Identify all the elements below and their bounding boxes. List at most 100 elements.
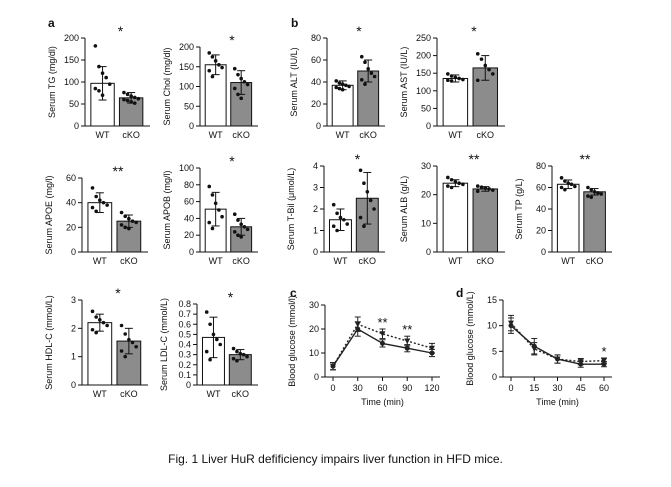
data-point xyxy=(337,81,342,85)
chart-6: 0 20 40 60 80 100 Serum APOB (mg/l) WT cKO * xyxy=(162,153,258,266)
y-tick-label: 0 xyxy=(186,380,191,390)
data-point xyxy=(483,63,488,68)
data-point xyxy=(101,320,106,325)
data-point xyxy=(235,349,239,354)
data-point xyxy=(449,79,454,83)
data-point xyxy=(337,86,342,91)
data-point xyxy=(372,207,376,211)
x-tick-label: 120 xyxy=(424,383,439,393)
data-point xyxy=(236,92,240,97)
y-tick-label: 0 xyxy=(316,121,321,131)
x-tick-label: WT xyxy=(336,130,350,140)
data-point xyxy=(239,76,243,81)
chart-3: 0 20 40 60 80 Serum ALT (IU/L) WT cKO * xyxy=(289,23,385,140)
y-tick-label: 3 xyxy=(71,295,76,305)
x-tick-label: 60 xyxy=(377,383,387,393)
y-tick-label: 0 xyxy=(313,247,318,257)
data-point xyxy=(487,187,491,191)
data-point xyxy=(217,208,221,212)
y-tick-label: 0.1 xyxy=(178,370,191,380)
x-tick-label: cKO xyxy=(586,256,604,266)
data-point xyxy=(599,192,604,196)
bar-cko xyxy=(583,191,606,253)
data-point xyxy=(207,51,212,55)
y-tick-label: 1 xyxy=(71,352,76,362)
data-point xyxy=(359,78,364,82)
data-point xyxy=(94,209,98,214)
significance-mark: * xyxy=(471,23,477,39)
bar-wt xyxy=(556,183,580,253)
x-axis-label: Time (min) xyxy=(361,397,404,407)
data-point xyxy=(119,349,124,353)
data-point xyxy=(98,198,102,202)
data-point xyxy=(475,52,480,56)
x-tick-label: cKO xyxy=(122,130,140,140)
y-tick-label: 80 xyxy=(184,180,194,190)
data-point xyxy=(130,219,135,223)
y-tick-label: 40 xyxy=(184,213,194,223)
y-tick-label: 60 xyxy=(311,55,321,65)
significance-mark: ** xyxy=(377,315,387,330)
x-tick-label: 45 xyxy=(576,383,586,393)
y-axis-label: Serum TG (mg/dl) xyxy=(47,46,57,118)
data-point xyxy=(132,95,137,100)
y-tick-label: 200 xyxy=(179,42,194,52)
data-point xyxy=(479,185,484,190)
y-tick-label: 50 xyxy=(184,101,194,111)
y-tick-label: 200 xyxy=(416,51,431,61)
data-point xyxy=(491,72,495,76)
x-tick-label: cKO xyxy=(232,256,250,266)
data-point xyxy=(238,351,243,356)
significance-mark: * xyxy=(229,153,235,169)
x-tick-label: 15 xyxy=(529,383,539,393)
x-tick-label: WT xyxy=(448,256,462,266)
x-tick-label: 30 xyxy=(552,383,562,393)
data-point xyxy=(363,82,367,86)
y-axis-label: Serum ALT (IU/L) xyxy=(289,47,299,116)
data-point xyxy=(245,354,249,359)
data-point xyxy=(596,191,600,195)
data-point xyxy=(134,220,138,225)
data-point xyxy=(340,87,345,92)
data-point xyxy=(446,72,450,76)
y-tick-label: 20 xyxy=(311,99,321,109)
y-tick-label: 100 xyxy=(64,77,79,87)
data-point xyxy=(449,185,454,190)
data-point xyxy=(207,220,212,225)
y-axis-label: Serum ALB (g/L) xyxy=(399,176,409,243)
data-point xyxy=(239,96,243,101)
x-tick-label: WT xyxy=(96,130,110,140)
y-tick-label: 1 xyxy=(313,226,318,236)
data-point xyxy=(358,215,363,220)
data-point xyxy=(132,101,137,105)
y-tick-label: 10 xyxy=(309,348,319,358)
x-tick-label: cKO xyxy=(120,389,138,399)
marker-triangle xyxy=(404,338,411,344)
data-point xyxy=(207,184,212,189)
data-point xyxy=(213,201,218,206)
data-point xyxy=(453,179,458,184)
y-tick-label: 30 xyxy=(309,300,319,310)
y-tick-label: 4 xyxy=(313,161,318,171)
y-axis-label: Serum AST (IU/L) xyxy=(399,47,409,118)
y-tick-label: 3 xyxy=(313,183,318,193)
data-point xyxy=(563,187,567,192)
figure-caption: Fig. 1 Liver HuR defificiency impairs li… xyxy=(168,452,503,466)
panel-label-c: c xyxy=(290,286,297,300)
chart-4: 0 50 100 150 200 250 Serum AST (IU/L) WT cKO * xyxy=(399,23,505,140)
data-point xyxy=(210,55,215,59)
data-point xyxy=(363,60,367,64)
x-axis-label: Time (min) xyxy=(536,397,579,407)
x-tick-label: WT xyxy=(206,389,220,399)
data-point xyxy=(241,352,246,357)
x-tick-label: WT xyxy=(448,130,462,140)
bar-wt xyxy=(87,322,113,386)
data-point xyxy=(215,337,219,342)
significance-mark: ** xyxy=(580,151,591,167)
y-tick-label: 5 xyxy=(492,346,497,356)
y-axis-label: Serum HDL-C (mmol/L) xyxy=(44,295,54,390)
data-point xyxy=(245,82,250,87)
data-point xyxy=(94,194,98,199)
data-point xyxy=(98,318,102,322)
data-point xyxy=(461,182,465,187)
